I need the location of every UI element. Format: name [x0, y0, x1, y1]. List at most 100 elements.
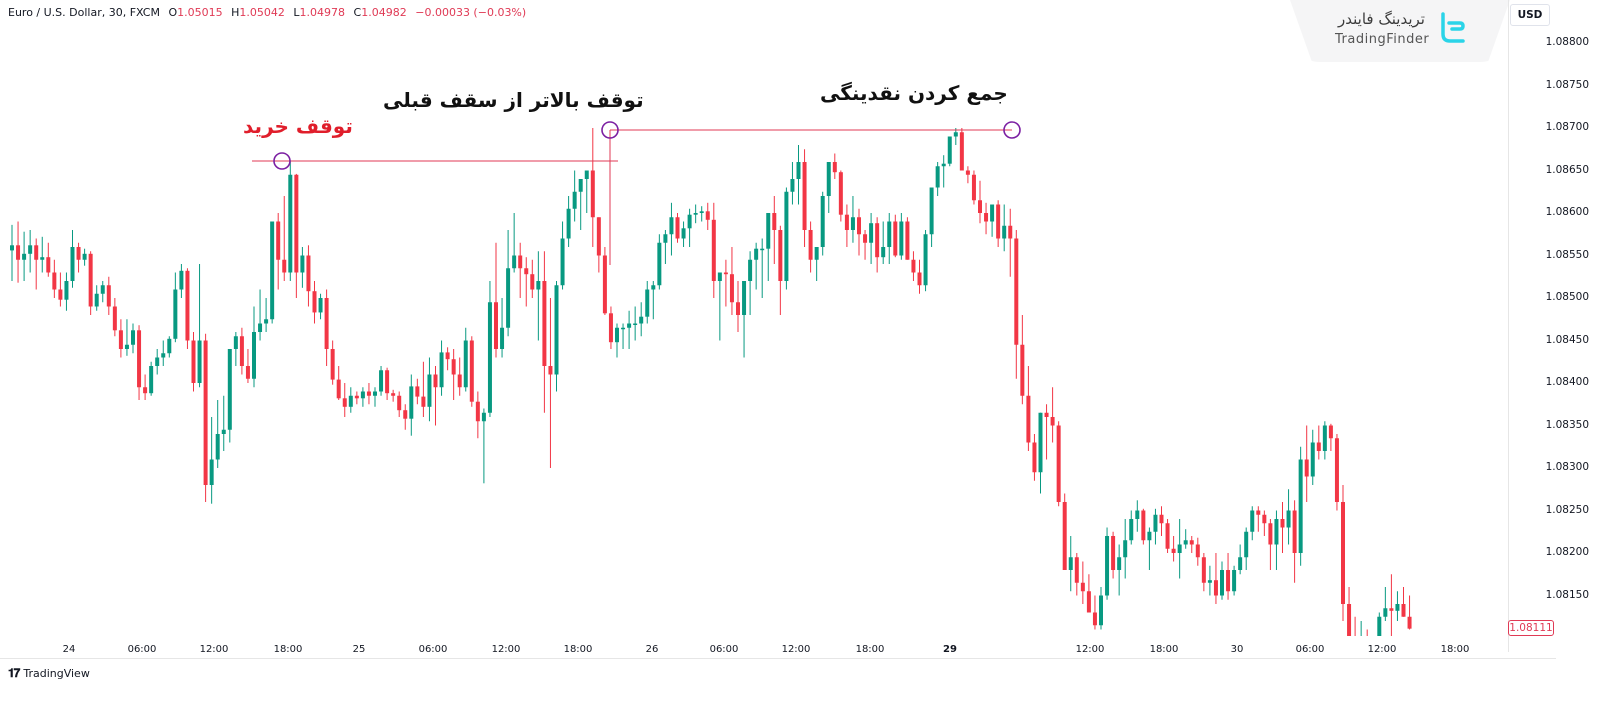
time-tick: 06:00	[127, 644, 157, 655]
candle	[1226, 553, 1231, 600]
candle	[1201, 553, 1206, 592]
candle	[1117, 544, 1122, 596]
tradingview-label: TradingView	[23, 667, 90, 680]
candle	[28, 230, 33, 273]
candle	[633, 306, 638, 341]
candle	[445, 347, 450, 371]
candle	[360, 387, 365, 407]
candle	[288, 160, 293, 281]
price-tick: 1.08350	[1545, 418, 1589, 431]
candle	[336, 366, 341, 400]
candle	[766, 213, 771, 281]
candle	[1262, 510, 1267, 536]
time-tick: 18:00	[1440, 644, 1470, 655]
candle	[512, 213, 517, 273]
candle	[621, 323, 626, 349]
candle	[959, 128, 964, 171]
candlestick-canvas[interactable]	[0, 0, 1508, 636]
symbol-header: Euro / U.S. Dollar, 30, FXCM O1.05015 H1…	[8, 6, 526, 19]
candle	[935, 162, 940, 196]
candle	[179, 264, 184, 298]
candle	[52, 259, 57, 298]
candle	[167, 336, 172, 358]
candle	[330, 340, 335, 385]
candle	[1207, 565, 1212, 596]
candle	[850, 196, 855, 243]
open-value: 1.05015	[177, 6, 223, 19]
candle	[1310, 429, 1315, 485]
candle	[487, 281, 492, 417]
candle	[300, 247, 305, 288]
candle	[88, 251, 93, 315]
candle	[1002, 204, 1007, 252]
candle	[736, 281, 740, 332]
candle	[1147, 527, 1152, 570]
candle	[802, 149, 807, 247]
candle	[826, 162, 831, 213]
candle	[1213, 553, 1218, 604]
chart-pane[interactable]	[0, 0, 1508, 652]
price-tick: 1.08700	[1545, 121, 1589, 133]
candle	[1322, 421, 1327, 460]
candle	[306, 245, 311, 307]
time-axis[interactable]: 24 06:00 12:00 18:00 25 06:00 12:00 18:00 26 06:0…	[0, 636, 1556, 659]
candle	[778, 225, 783, 315]
price-tick: 1.08450	[1545, 333, 1589, 346]
candle	[366, 383, 371, 405]
chart-annotation[interactable]: جمع کردن نقدینگی	[820, 81, 1008, 105]
time-tick: 18:00	[563, 644, 593, 655]
candle	[173, 272, 178, 343]
candle	[397, 391, 402, 417]
candle	[1328, 423, 1333, 451]
candle	[814, 247, 819, 281]
candle	[790, 162, 795, 205]
price-axis[interactable]: 1.08800 1.08750 1.08700 1.08650 1.08600 1.085…	[1508, 0, 1600, 652]
time-tick: 25	[352, 644, 366, 655]
chart-annotation[interactable]: توقف بالاتر از سقف قبلی	[383, 88, 644, 112]
candle	[893, 214, 898, 258]
candle	[1062, 493, 1067, 570]
candle	[1105, 527, 1110, 600]
tradingview-logo[interactable]: 𝟏𝟕 TradingView	[8, 666, 90, 681]
candle	[705, 202, 710, 230]
candle	[887, 213, 892, 264]
candle	[929, 187, 934, 247]
candle	[1268, 519, 1273, 570]
candle	[566, 196, 571, 247]
symbol-title[interactable]: Euro / U.S. Dollar, 30, FXCM	[8, 6, 160, 19]
candle	[984, 202, 989, 235]
currency-button[interactable]: USD	[1510, 4, 1550, 26]
candle	[149, 361, 154, 396]
candle	[693, 204, 698, 224]
candle	[530, 259, 535, 298]
time-tick: 12:00	[781, 644, 811, 655]
price-tick: 1.08150	[1545, 588, 1589, 601]
chart-annotation[interactable]: توقف خرید	[243, 114, 353, 138]
candle	[258, 289, 263, 341]
candle	[76, 242, 81, 273]
candle	[500, 298, 505, 358]
candle	[869, 213, 874, 264]
candle	[155, 349, 160, 375]
candle	[143, 374, 148, 400]
candle	[899, 213, 904, 260]
candle	[118, 319, 123, 358]
candle	[1080, 561, 1085, 604]
candle	[1026, 366, 1031, 451]
candle	[82, 248, 87, 266]
price-tick: 1.08500	[1545, 291, 1589, 303]
candle	[1153, 508, 1158, 545]
candle	[451, 349, 456, 400]
candle	[270, 221, 275, 324]
candle	[409, 374, 414, 436]
candle	[844, 204, 849, 247]
candle	[312, 281, 317, 324]
time-tick: 12:00	[491, 644, 521, 655]
candle	[536, 251, 541, 341]
candle	[421, 361, 426, 417]
brand-name-en: TradingFinder	[1335, 32, 1430, 47]
candle	[971, 170, 976, 205]
candle	[112, 298, 117, 337]
candle	[427, 357, 432, 422]
candle	[481, 408, 486, 484]
